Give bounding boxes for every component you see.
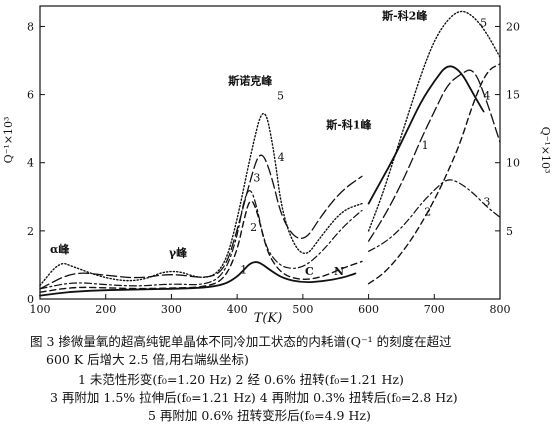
annotation-label: C bbox=[305, 265, 314, 278]
caption-line-2: 600 K 后增大 2.5 倍,用右端纵坐标) bbox=[46, 352, 249, 367]
annotation-label: 斯-科1峰 bbox=[326, 118, 372, 132]
series-1-line-high bbox=[367, 65, 485, 205]
plot-frame bbox=[39, 5, 501, 300]
series-2-label: 2 bbox=[424, 206, 431, 219]
x-tick-label: 200 bbox=[95, 303, 116, 316]
x-tick-label: 800 bbox=[490, 303, 511, 316]
series-4-line-high bbox=[367, 69, 501, 242]
series-5-line-high bbox=[367, 10, 501, 232]
y-left-tick-label: 2 bbox=[27, 225, 34, 238]
series-1-label: 1 bbox=[422, 139, 429, 152]
series-5-label: 5 bbox=[277, 90, 284, 103]
annotation-label: 斯-科2峰 bbox=[382, 9, 428, 23]
annotation-label: α峰 bbox=[50, 242, 70, 256]
series-2-label: 2 bbox=[250, 221, 257, 234]
y-right-tick-label: 15 bbox=[506, 89, 520, 102]
x-tick-label: 500 bbox=[292, 303, 313, 316]
series-5-line-low bbox=[39, 113, 363, 287]
series-3-label: 3 bbox=[483, 195, 490, 208]
x-tick-label: 100 bbox=[30, 303, 51, 316]
series-4-line-low bbox=[39, 154, 363, 290]
series-4-label: 4 bbox=[278, 151, 285, 164]
y-left-tick-label: 8 bbox=[27, 20, 34, 33]
y-left-tick-label: 4 bbox=[27, 157, 34, 170]
x-tick-label: 600 bbox=[358, 303, 379, 316]
series-4-label: 4 bbox=[483, 90, 490, 103]
y-axis-title-left: Q⁻¹×10³ bbox=[2, 117, 15, 164]
y-right-tick-label: 10 bbox=[506, 157, 520, 170]
series-1-label: 1 bbox=[240, 263, 247, 276]
caption-line-1: 图 3 掺微量氧的超高纯铌单晶体不同冷加工状态的内耗谱(Q⁻¹ 的刻度在超过 bbox=[30, 334, 452, 349]
y-left-tick-label: 6 bbox=[27, 89, 34, 102]
x-axis-title: T(K) bbox=[254, 311, 283, 326]
x-tick-label: 700 bbox=[424, 303, 445, 316]
annotation-label: 斯诺克峰 bbox=[228, 73, 273, 87]
series-3-label: 3 bbox=[253, 171, 260, 184]
series-1-line-low bbox=[39, 261, 357, 297]
x-tick-label: 300 bbox=[161, 303, 182, 316]
series-2-line-low bbox=[39, 200, 363, 293]
annotation-label: γ峰 bbox=[169, 245, 188, 259]
series-5-label: 5 bbox=[480, 16, 487, 29]
caption-line-5: 5 再附加 0.6% 扭转变形后(f₀=4.9 Hz) bbox=[148, 408, 371, 423]
x-tick-label: 400 bbox=[227, 303, 248, 316]
series-2-line-high bbox=[367, 63, 501, 285]
data-series bbox=[39, 10, 501, 297]
caption-line-4: 3 再附加 1.5% 拉伸后(f₀=1.21 Hz) 4 再附加 0.3% 扭转… bbox=[50, 390, 458, 405]
caption-line-3: 1 未范性形变(f₀=1.20 Hz) 2 经 0.6% 扭转(f₀=1.21 … bbox=[78, 372, 404, 387]
series-3-line-high bbox=[368, 179, 501, 252]
y-left-tick-label: 0 bbox=[27, 293, 34, 306]
annotation-label: N bbox=[334, 265, 344, 278]
axes-frame bbox=[39, 5, 501, 300]
y-axis-title-right: Q⁻¹×10³ bbox=[539, 127, 552, 174]
y-right-tick-label: 5 bbox=[506, 225, 513, 238]
y-right-tick-label: 20 bbox=[506, 20, 520, 33]
